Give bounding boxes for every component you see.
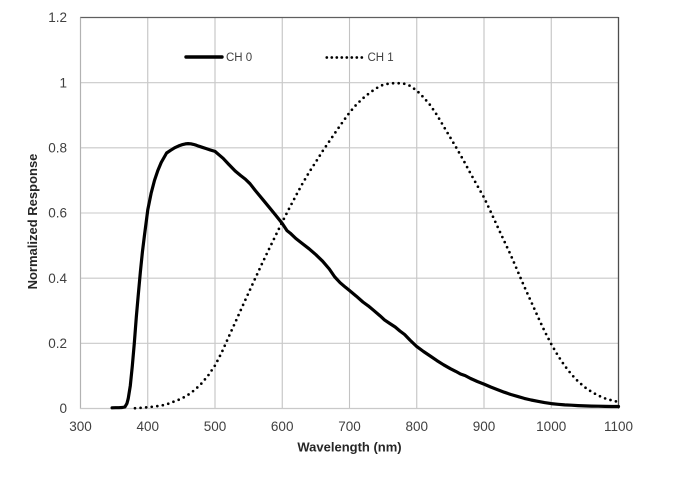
svg-text:CH 1: CH 1 xyxy=(368,52,394,64)
svg-text:0.8: 0.8 xyxy=(48,141,67,156)
svg-text:Normalized Response: Normalized Response xyxy=(25,154,40,290)
svg-text:600: 600 xyxy=(271,419,294,434)
svg-text:0: 0 xyxy=(59,401,67,416)
svg-text:0.6: 0.6 xyxy=(48,206,67,221)
svg-text:1: 1 xyxy=(59,75,67,90)
svg-text:0.4: 0.4 xyxy=(48,271,67,286)
svg-text:1.2: 1.2 xyxy=(48,10,67,25)
svg-text:0.2: 0.2 xyxy=(48,336,67,351)
svg-text:1000: 1000 xyxy=(536,419,566,434)
svg-text:300: 300 xyxy=(69,419,92,434)
svg-text:CH 0: CH 0 xyxy=(226,52,252,64)
svg-text:700: 700 xyxy=(338,419,361,434)
svg-text:Wavelength (nm): Wavelength (nm) xyxy=(297,440,401,455)
svg-text:500: 500 xyxy=(204,419,227,434)
svg-text:400: 400 xyxy=(137,419,160,434)
svg-text:1100: 1100 xyxy=(604,419,633,434)
svg-text:900: 900 xyxy=(473,419,496,434)
svg-text:800: 800 xyxy=(406,419,429,434)
